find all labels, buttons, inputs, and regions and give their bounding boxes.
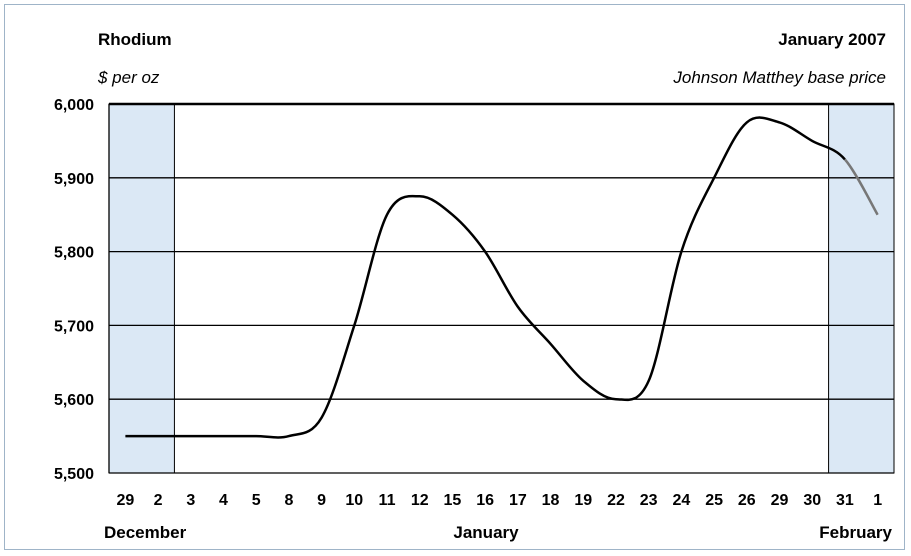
y-tick-label-5700: 5,700: [54, 318, 94, 335]
x-tick-label-7: 10: [345, 492, 363, 509]
x-tick-label-23: 1: [873, 492, 882, 509]
y-axis-tick-labels: 5,500 5,600 5,700 5,800 5,900 6,000: [54, 97, 94, 483]
x-tick-label-8: 11: [379, 492, 396, 509]
x-tick-label-11: 16: [476, 492, 494, 509]
y-tick-label-5800: 5,800: [54, 245, 94, 262]
chart-period: January 2007: [778, 30, 886, 49]
x-tick-label-0: 29: [116, 492, 134, 509]
x-tick-label-16: 23: [640, 492, 658, 509]
x-axis-tick-labels: 29 2 3 4 5 8 9 10 11 12 15 16 17 18 19 22 23 24 25 26 29 30 31…: [116, 492, 882, 509]
y-tick-label-5900: 5,900: [54, 171, 94, 188]
x-tick-label-22: 31: [836, 492, 854, 509]
x-tick-label-3: 4: [219, 492, 228, 509]
grid-lines: [108, 102, 894, 474]
x-tick-label-13: 18: [542, 492, 560, 509]
x-tick-label-10: 15: [444, 492, 462, 509]
x-tick-label-17: 24: [672, 492, 690, 509]
x-tick-label-21: 30: [803, 492, 821, 509]
month-label-february: February: [819, 523, 892, 542]
series-line-tail-0: [843, 158, 879, 216]
shaded-regions: [108, 103, 895, 474]
x-tick-label-5: 8: [284, 492, 293, 509]
month-label-december: December: [104, 523, 187, 542]
x-tick-label-2: 3: [186, 492, 195, 509]
shaded-region-1: [108, 103, 175, 474]
shaded-region-2: [828, 103, 895, 474]
x-tick-label-18: 25: [705, 492, 723, 509]
x-tick-label-6: 9: [317, 492, 326, 509]
x-tick-label-20: 29: [771, 492, 789, 509]
x-tick-label-19: 26: [738, 492, 756, 509]
x-tick-label-14: 19: [574, 492, 592, 509]
price-line: [125, 116, 879, 439]
price-basis-note: Johnson Matthey base price: [672, 68, 886, 87]
x-tick-label-9: 12: [411, 492, 429, 509]
month-label-january: January: [453, 523, 519, 542]
x-tick-label-15: 22: [607, 492, 625, 509]
x-tick-label-1: 2: [154, 492, 163, 509]
x-tick-label-12: 17: [509, 492, 527, 509]
chart-title: Rhodium: [98, 30, 172, 49]
x-tick-label-4: 5: [252, 492, 261, 509]
y-tick-label-6000: 6,000: [54, 97, 94, 114]
y-tick-label-5500: 5,500: [54, 466, 94, 483]
y-axis-unit-label: $ per oz: [97, 68, 160, 87]
series-line-0: [125, 116, 846, 439]
y-tick-label-5600: 5,600: [54, 392, 94, 409]
